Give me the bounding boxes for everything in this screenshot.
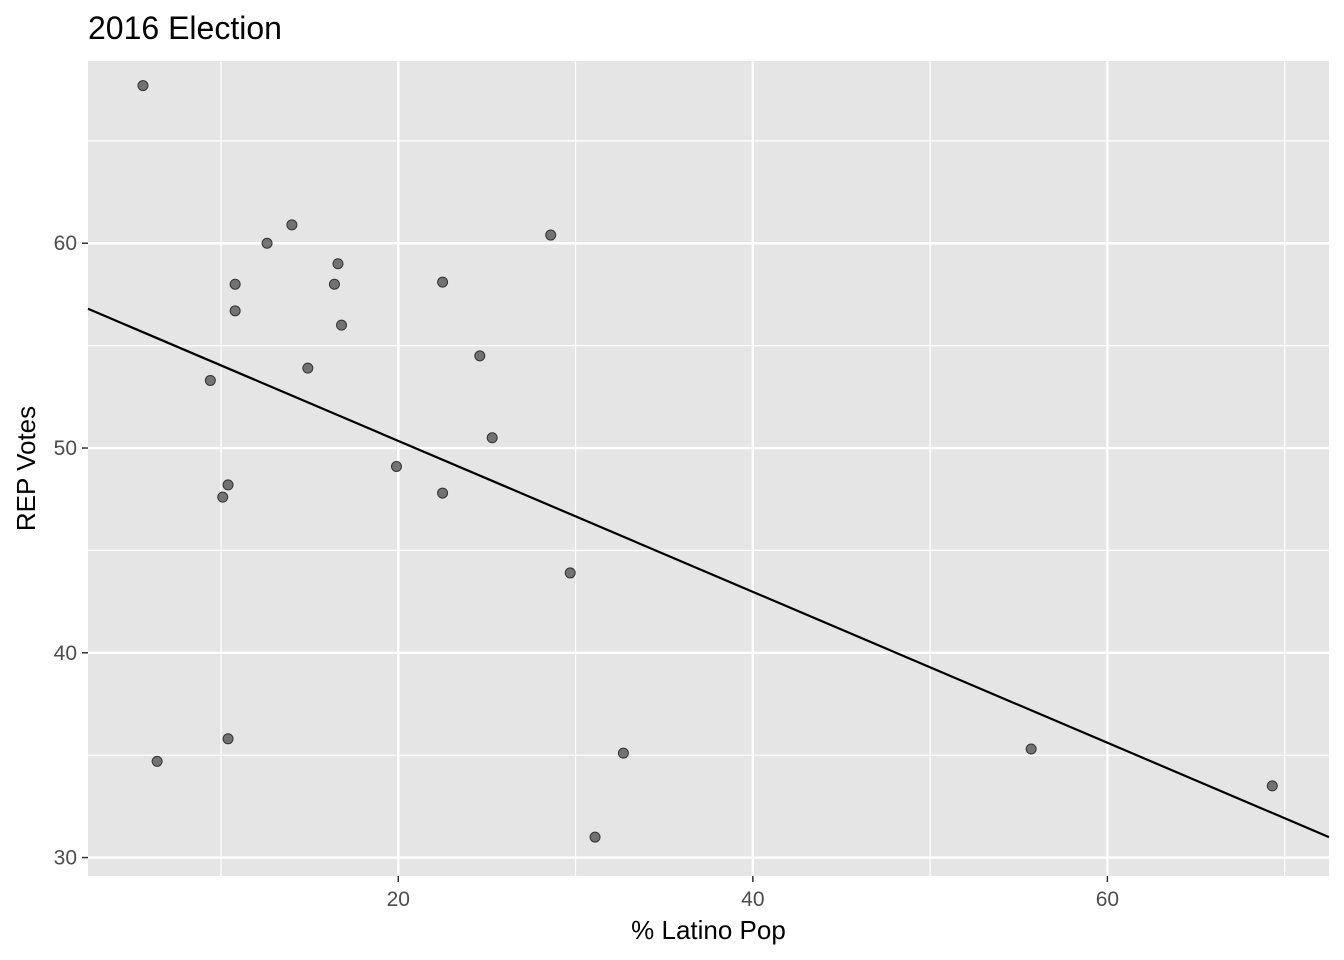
data-point	[545, 229, 557, 241]
data-point	[229, 305, 241, 317]
data-point	[151, 755, 163, 767]
y-tick-label: 60	[54, 232, 77, 255]
data-point	[437, 487, 449, 499]
trend-line	[87, 307, 1330, 839]
y-axis-title: REP Votes	[11, 406, 41, 531]
data-point	[204, 374, 216, 386]
data-point	[437, 276, 449, 288]
data-point	[336, 319, 348, 331]
data-point	[1266, 780, 1278, 792]
y-tick-label: 50	[54, 437, 77, 460]
data-point	[474, 350, 486, 362]
data-point	[222, 479, 234, 491]
data-point	[286, 219, 298, 231]
data-point	[328, 278, 340, 290]
minor-gridlines	[88, 61, 1329, 876]
data-point	[229, 278, 241, 290]
x-tick-label: 20	[387, 888, 410, 911]
y-tick-label: 30	[54, 847, 77, 870]
plot-panel	[88, 61, 1329, 876]
data-points	[137, 80, 1278, 843]
data-point	[332, 258, 344, 270]
y-axis: 30 40 50 60	[54, 232, 88, 870]
data-point	[1025, 743, 1037, 755]
x-tick-label: 40	[741, 888, 764, 911]
x-axis: 20 40 60	[387, 876, 1119, 911]
data-point	[217, 491, 229, 503]
data-point	[486, 432, 498, 444]
data-point	[261, 237, 273, 249]
chart-title: 2016 Election	[88, 10, 282, 46]
major-gridlines	[88, 61, 1329, 876]
x-tick-label: 60	[1096, 888, 1119, 911]
y-tick-label: 40	[54, 642, 77, 665]
data-point	[617, 747, 629, 759]
data-point	[222, 733, 234, 745]
data-point	[302, 362, 314, 374]
data-point	[564, 567, 576, 579]
x-axis-title: % Latino Pop	[631, 915, 786, 945]
trend-line-group	[87, 307, 1330, 839]
data-point	[589, 831, 601, 843]
data-point	[137, 80, 149, 92]
data-point	[390, 460, 402, 472]
